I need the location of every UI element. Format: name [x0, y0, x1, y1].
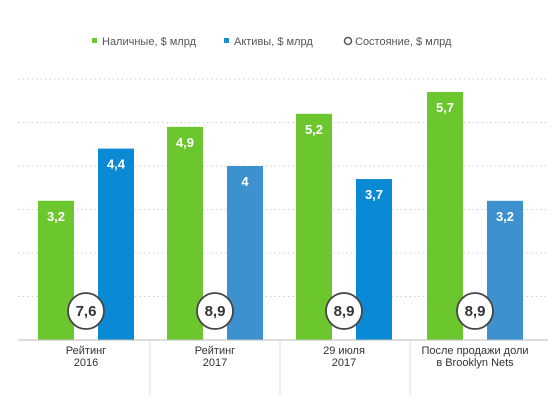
state-badge-2 — [325, 292, 363, 330]
legend: Наличные, $ млрд Активы, $ млрд Состояние,… — [92, 36, 452, 48]
bar-assets-3 — [487, 200, 523, 340]
state-badge-0 — [67, 292, 105, 330]
bar-assets-label-1: 4 — [241, 174, 249, 189]
legend-entry-1: Активы, $ млрд — [234, 36, 313, 48]
category-label-1-0: Рейтинг — [195, 345, 235, 357]
state-badge-label-0: 7,6 — [76, 303, 97, 320]
category-label-2-1: 2017 — [332, 357, 356, 369]
bar-cash-label-3: 5,7 — [436, 100, 454, 115]
legend-entry-2: Состояние, $ млрд — [355, 36, 452, 48]
category-label-0-1: 2016 — [74, 357, 98, 369]
bar-cash-0 — [38, 200, 74, 340]
legend-swatch-1 — [224, 38, 229, 43]
category-label-3-0: После продажи доли — [421, 345, 528, 357]
bar-cash-1 — [167, 126, 203, 340]
bar-assets-label-2: 3,7 — [365, 187, 383, 202]
bar-assets-label-0: 4,4 — [107, 157, 126, 172]
state-badges: 7,6 8,9 8,9 8,9 — [67, 292, 494, 330]
category-label-2-0: 29 июля — [323, 345, 365, 357]
bar-cash-3 — [427, 92, 463, 340]
bar-assets-label-3: 3,2 — [496, 209, 514, 224]
state-badge-label-2: 8,9 — [334, 303, 355, 320]
bar-cash-label-1: 4,9 — [176, 135, 194, 150]
bar-cash-label-2: 5,2 — [305, 122, 323, 137]
legend-entry-0: Наличные, $ млрд — [102, 36, 197, 48]
bar-cash-2 — [296, 113, 332, 340]
category-label-1-1: 2017 — [203, 357, 227, 369]
legend-swatch-2 — [343, 36, 353, 46]
category-label-3-1: в Brooklyn Nets — [436, 357, 514, 369]
state-badge-3 — [456, 292, 494, 330]
state-badge-label-3: 8,9 — [465, 303, 486, 320]
category-label-0-0: Рейтинг — [66, 345, 106, 357]
gridlines — [18, 78, 548, 297]
state-badge-1 — [196, 292, 234, 330]
legend-swatch-0 — [92, 38, 97, 43]
state-badge-label-1: 8,9 — [205, 303, 226, 320]
bar-cash-label-0: 3,2 — [47, 209, 65, 224]
bars: 3,2 4,4 4,9 4 5,2 3,7 5,7 3,2 — [38, 92, 523, 340]
